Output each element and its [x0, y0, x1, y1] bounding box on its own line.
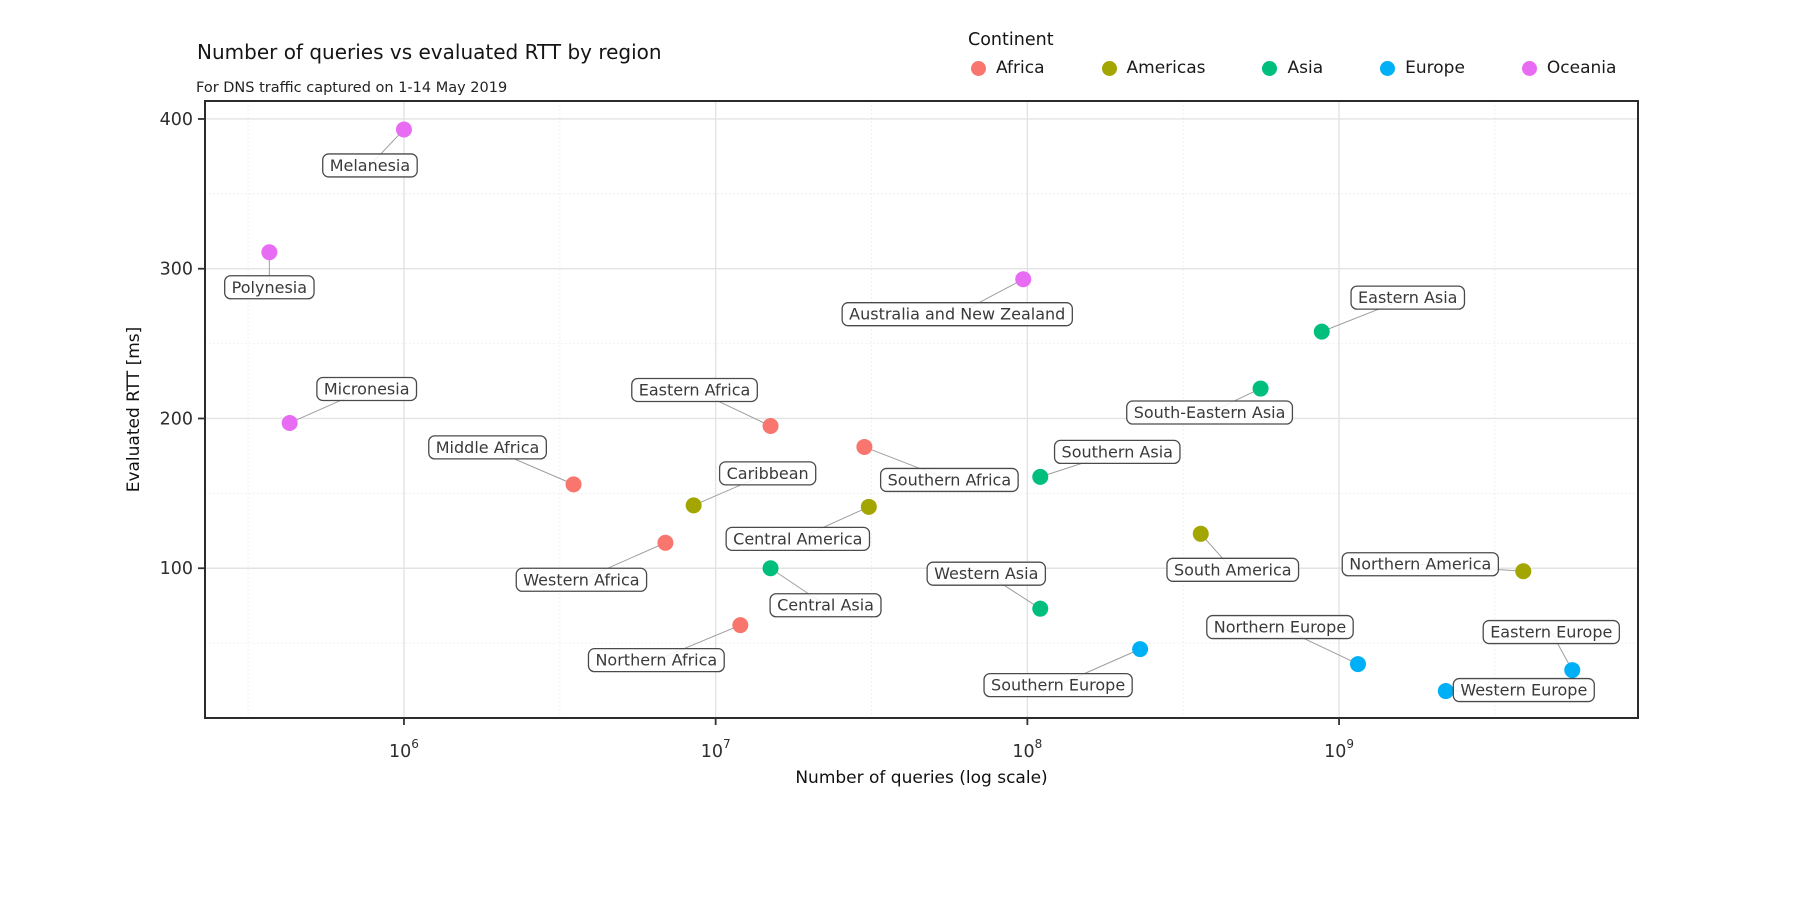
point-label-box — [631, 377, 758, 403]
point-label-box — [1452, 677, 1595, 703]
point-label-text: Southern Asia — [1062, 442, 1173, 461]
point-label-box — [926, 561, 1047, 586]
point-label-box — [725, 526, 871, 551]
y-tick-label: 200 — [160, 409, 193, 429]
point-label-text: Polynesia — [232, 278, 307, 297]
point-label-text: Southern Africa — [888, 470, 1012, 489]
y-tick-label: 300 — [160, 260, 193, 280]
x-tick-label: 106 — [389, 737, 419, 762]
data-point — [762, 417, 779, 434]
point-label-box — [515, 567, 648, 592]
legend-swatch-icon — [971, 60, 986, 76]
x-tick-label: 109 — [1324, 737, 1354, 762]
data-point — [1192, 525, 1209, 542]
point-label-text: Eastern Europe — [1490, 623, 1612, 642]
data-point — [1015, 271, 1032, 288]
point-label-text: South America — [1174, 560, 1292, 579]
legend-swatch-icon — [1262, 60, 1278, 76]
data-point — [1032, 600, 1049, 617]
legend-label: Africa — [996, 58, 1045, 78]
y-axis-title: Evaluated RTT [ms] — [124, 327, 144, 493]
point-label-text: Western Europe — [1460, 681, 1587, 700]
x-axis-title: Number of queries (log scale) — [795, 768, 1047, 788]
data-point — [1252, 380, 1269, 397]
point-label-box — [316, 376, 418, 402]
point-label-text: Northern America — [1349, 555, 1491, 574]
data-point — [657, 534, 674, 551]
point-label-text: Southern Europe — [991, 676, 1125, 695]
data-point — [1032, 468, 1049, 485]
point-label-box — [769, 593, 882, 618]
point-label-text: Western Africa — [523, 570, 639, 589]
data-point — [1437, 683, 1454, 700]
point-label-box — [983, 672, 1133, 698]
legend-label: Americas — [1126, 58, 1206, 78]
x-tick-label: 107 — [701, 737, 731, 762]
point-label-text: Eastern Africa — [639, 380, 751, 399]
point-label-text: Northern Europe — [1214, 618, 1346, 637]
legend-label: Europe — [1405, 58, 1465, 78]
legend-item-oceania: Oceania — [1521, 57, 1617, 79]
page-title: Number of queries vs evaluated RTT by re… — [197, 40, 662, 64]
point-label-box — [1126, 400, 1294, 425]
point-label-box — [1053, 439, 1181, 465]
page-subtitle: For DNS traffic captured on 1-14 May 201… — [196, 80, 508, 96]
data-point — [1132, 641, 1149, 658]
legend-item-europe: Europe — [1380, 57, 1465, 79]
y-tick-label: 400 — [160, 110, 193, 130]
point-label-box — [1482, 619, 1621, 645]
point-label-text: Australia and New Zealand — [849, 305, 1065, 324]
data-point — [1349, 656, 1366, 673]
legend-item-asia: Asia — [1262, 57, 1323, 79]
point-label-text: Eastern Asia — [1358, 288, 1457, 307]
data-point — [565, 476, 582, 493]
point-label-box — [718, 461, 817, 486]
y-tick-label: 100 — [160, 559, 193, 579]
point-label-text: Caribbean — [727, 464, 809, 483]
point-label-box — [1166, 557, 1300, 582]
legend-title: Continent — [968, 30, 1054, 50]
data-point — [732, 617, 749, 634]
point-label-box — [1350, 285, 1466, 310]
panel-border — [204, 100, 1639, 719]
point-label-text: Micronesia — [324, 379, 410, 398]
data-point — [860, 498, 877, 515]
point-label-box — [879, 467, 1019, 493]
data-point — [762, 560, 779, 577]
data-point — [1313, 323, 1330, 340]
legend-item-americas: Americas — [1101, 57, 1206, 79]
legend: Africa Americas Asia Europe Oceania — [971, 57, 1616, 79]
point-label-text: Central America — [733, 529, 862, 548]
legend-label: Oceania — [1546, 58, 1617, 78]
point-label-box — [587, 648, 725, 673]
point-label-box — [322, 153, 418, 178]
point-label-text: Central Asia — [777, 596, 874, 615]
legend-label: Asia — [1287, 58, 1324, 78]
data-point — [856, 438, 873, 455]
data-point — [1564, 662, 1581, 679]
point-label-text: Melanesia — [330, 156, 410, 175]
legend-swatch-icon — [1521, 60, 1537, 76]
data-point — [261, 244, 278, 261]
data-point — [1515, 563, 1532, 580]
point-label-box — [1341, 552, 1500, 577]
point-label-text: South-Eastern Asia — [1134, 403, 1286, 422]
data-point — [395, 121, 412, 138]
point-label-box — [841, 302, 1073, 327]
data-point — [685, 497, 702, 514]
point-label-text: Western Asia — [934, 564, 1038, 583]
legend-item-africa: Africa — [971, 57, 1045, 79]
point-label-text: Northern Africa — [595, 651, 717, 670]
point-label-box — [428, 435, 547, 460]
point-label-text: Middle Africa — [436, 438, 540, 457]
legend-swatch-icon — [1380, 60, 1396, 76]
x-tick-label: 108 — [1012, 737, 1042, 762]
point-label-box — [1206, 614, 1354, 640]
legend-swatch-icon — [1101, 60, 1117, 76]
data-point — [281, 414, 298, 431]
point-label-box — [224, 275, 315, 300]
